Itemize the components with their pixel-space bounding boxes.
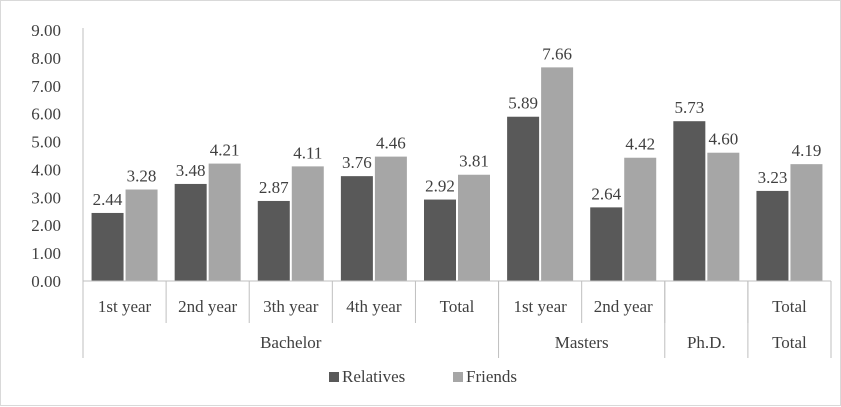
data-label-relatives-8: 3.23 xyxy=(758,168,788,187)
category-label: 3th year xyxy=(263,297,319,316)
data-label-friends-3: 4.46 xyxy=(376,134,406,153)
bar-friends-3 xyxy=(374,156,407,281)
y-tick-label: 9.00 xyxy=(31,21,61,40)
data-label-friends-7: 4.60 xyxy=(708,130,738,149)
data-label-friends-8: 4.19 xyxy=(792,141,822,160)
y-tick-label: 4.00 xyxy=(31,160,61,179)
legend-swatch-friends xyxy=(453,372,463,382)
data-label-relatives-0: 2.44 xyxy=(93,190,123,209)
data-label-relatives-6: 2.64 xyxy=(591,184,621,203)
bar-relatives-2 xyxy=(257,200,290,281)
category-label: Total xyxy=(772,297,807,316)
x-axis: 1st year 2nd year 3th year 4th year Total 1st… xyxy=(82,280,832,358)
y-axis-ticks: 0.00 1.00 2.00 3.00 4.00 5.00 6.00 7.00 8.00 9.00 xyxy=(31,21,61,291)
legend-label-relatives: Relatives xyxy=(342,367,405,386)
data-label-relatives-2: 2.87 xyxy=(259,178,289,197)
category-label: 1st year xyxy=(513,297,567,316)
bar-friends-1 xyxy=(208,163,241,281)
y-tick-label: 2.00 xyxy=(31,216,61,235)
bar-relatives-7 xyxy=(673,121,706,282)
bars-layer xyxy=(91,67,823,282)
data-label-relatives-4: 2.92 xyxy=(425,177,455,196)
data-label-friends-2: 4.11 xyxy=(293,143,322,162)
data-label-relatives-7: 5.73 xyxy=(674,98,704,117)
bar-relatives-4 xyxy=(424,199,456,281)
bar-relatives-1 xyxy=(174,183,207,281)
data-label-relatives-3: 3.76 xyxy=(342,153,372,172)
data-label-relatives-5: 5.89 xyxy=(508,94,538,113)
legend: Relatives Friends xyxy=(329,367,517,386)
bar-friends-2 xyxy=(291,166,324,281)
data-label-friends-5: 7.66 xyxy=(542,44,572,63)
y-tick-label: 3.00 xyxy=(31,188,61,207)
group-label: Ph.D. xyxy=(687,333,726,352)
legend-label-friends: Friends xyxy=(466,367,517,386)
bar-friends-4 xyxy=(458,174,490,281)
bar-friends-8 xyxy=(790,164,823,281)
category-label: 4th year xyxy=(346,297,402,316)
bar-friends-5 xyxy=(541,67,574,281)
group-label: Total xyxy=(772,333,807,352)
data-label-friends-4: 3.81 xyxy=(459,152,489,171)
bar-friends-6 xyxy=(624,157,657,281)
bar-relatives-6 xyxy=(590,207,623,281)
group-label: Bachelor xyxy=(260,333,322,352)
y-tick-label: 5.00 xyxy=(31,133,61,152)
data-labels-layer: 2.44 3.48 2.87 3.76 2.92 5.89 2.64 5.73 3.23 3.28… xyxy=(93,44,822,209)
category-label: 1st year xyxy=(98,297,152,316)
bar-friends-0 xyxy=(125,189,158,281)
group-label: Masters xyxy=(555,333,609,352)
category-label: 2nd year xyxy=(178,297,237,316)
y-tick-label: 0.00 xyxy=(31,272,61,291)
y-tick-label: 6.00 xyxy=(31,105,61,124)
data-label-friends-0: 3.28 xyxy=(127,167,157,186)
data-label-friends-1: 4.21 xyxy=(210,141,240,160)
legend-swatch-relatives xyxy=(329,372,339,382)
y-tick-label: 7.00 xyxy=(31,77,61,96)
bar-relatives-0 xyxy=(91,212,124,281)
y-tick-label: 8.00 xyxy=(31,49,61,68)
category-label: 2nd year xyxy=(594,297,653,316)
category-label: Total xyxy=(440,297,475,316)
y-tick-label: 1.00 xyxy=(31,244,61,263)
bar-relatives-8 xyxy=(756,190,789,281)
bar-friends-7 xyxy=(707,152,740,281)
bar-relatives-3 xyxy=(340,176,373,281)
data-label-friends-6: 4.42 xyxy=(625,135,655,154)
bar-relatives-5 xyxy=(507,116,540,282)
data-label-relatives-1: 3.48 xyxy=(176,161,206,180)
